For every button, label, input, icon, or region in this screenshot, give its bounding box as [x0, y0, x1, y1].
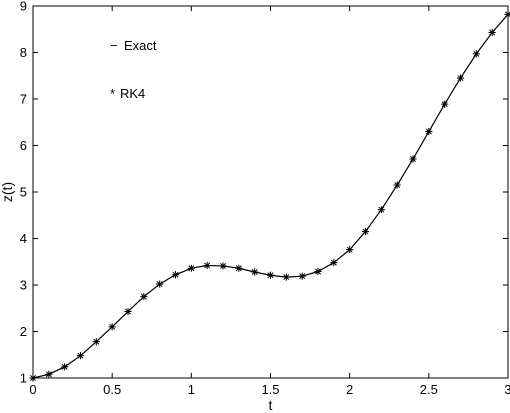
marker-stroke [410, 156, 416, 162]
x-tick-label: 0.5 [103, 382, 121, 397]
y-tick-label: 9 [20, 0, 27, 14]
y-tick-label: 2 [20, 324, 27, 339]
data-point-rk4 [251, 268, 259, 276]
x-axis-title: t [269, 397, 273, 413]
marker-stroke [457, 75, 464, 82]
marker-stroke [473, 50, 480, 57]
y-tick-label: 4 [20, 231, 27, 246]
marker-stroke [441, 101, 448, 108]
marker-stroke [156, 281, 163, 288]
x-tick-label: 2.5 [420, 382, 438, 397]
data-point-rk4 [298, 272, 306, 280]
marker-stroke [188, 265, 195, 272]
marker-stroke [394, 182, 401, 188]
data-point-rk4 [124, 307, 132, 316]
marker-stroke [330, 259, 337, 266]
x-tick-label: 1.5 [261, 382, 279, 397]
y-tick-label: 1 [20, 371, 27, 386]
data-point-rk4 [346, 246, 354, 254]
data-point-rk4 [377, 206, 385, 214]
y-tick-label: 5 [20, 185, 27, 200]
plot-border [32, 5, 509, 379]
data-point-rk4 [456, 74, 465, 82]
marker-stroke [235, 265, 242, 272]
data-point-rk4 [156, 280, 164, 288]
data-point-rk4 [92, 338, 100, 346]
marker-stroke [172, 271, 179, 278]
marker-stroke [315, 268, 321, 275]
series-line-exact [32, 13, 509, 379]
data-point-rk4 [425, 127, 433, 136]
marker-stroke [61, 363, 68, 370]
y-tick-label: 3 [20, 278, 27, 293]
legend-symbol-rk4: * [110, 86, 115, 101]
legend-label-rk4: RK4 [120, 86, 145, 101]
data-point-rk4 [441, 100, 449, 108]
data-point-rk4 [393, 181, 401, 189]
marker-stroke [362, 228, 369, 235]
legend: − Exact * RK4 [110, 38, 157, 101]
series-markers-rk4 [29, 10, 510, 382]
data-point-rk4 [203, 261, 211, 270]
legend-symbol-exact: − [110, 38, 118, 53]
y-axis: 1 2 3 4 5 6 7 8 9 [20, 0, 508, 386]
data-point-rk4 [314, 267, 322, 276]
y-axis-title: z(t) [0, 182, 15, 202]
data-point-rk4 [472, 50, 480, 58]
marker-stroke [125, 308, 131, 315]
x-tick-label: 0 [29, 382, 36, 397]
x-tick-label: 1 [188, 382, 195, 397]
marker-stroke [220, 262, 226, 269]
marker-stroke [45, 371, 52, 378]
data-point-rk4 [187, 264, 195, 272]
marker-stroke [77, 352, 84, 359]
marker-stroke [204, 262, 211, 269]
data-point-rk4 [45, 370, 53, 378]
marker-stroke [267, 272, 274, 279]
data-point-rk4 [330, 259, 338, 267]
data-point-rk4 [409, 155, 417, 163]
data-point-rk4 [171, 271, 180, 279]
data-point-rk4 [108, 323, 116, 331]
marker-stroke [489, 29, 496, 36]
data-point-rk4 [76, 352, 85, 360]
data-point-rk4 [266, 271, 275, 279]
marker-stroke [283, 274, 290, 281]
marker-stroke [346, 246, 353, 253]
plot-series [29, 10, 510, 382]
x-tick-label: 3 [504, 382, 510, 397]
data-point-rk4 [235, 264, 243, 272]
marker-stroke [299, 273, 306, 280]
x-axis: 0 0.5 1 1.5 2 2.5 3 [29, 6, 510, 397]
data-point-rk4 [219, 262, 227, 270]
data-point-rk4 [361, 227, 370, 236]
data-point-rk4 [61, 363, 69, 371]
plot-frame [32, 5, 509, 379]
marker-stroke [425, 128, 432, 135]
x-tick-label: 2 [346, 382, 353, 397]
legend-label-exact: Exact [124, 38, 157, 53]
marker-stroke [93, 338, 100, 345]
marker-stroke [30, 375, 36, 381]
y-tick-label: 6 [20, 138, 27, 153]
y-tick-label: 7 [20, 92, 27, 107]
y-tick-label: 8 [20, 45, 27, 60]
marker-stroke [140, 293, 147, 300]
data-point-rk4 [29, 374, 37, 382]
data-point-rk4 [140, 293, 148, 301]
data-point-rk4 [488, 28, 496, 37]
marker-stroke [109, 323, 116, 330]
data-point-rk4 [282, 273, 290, 281]
marker-stroke [251, 269, 258, 275]
marker-stroke [378, 206, 385, 213]
